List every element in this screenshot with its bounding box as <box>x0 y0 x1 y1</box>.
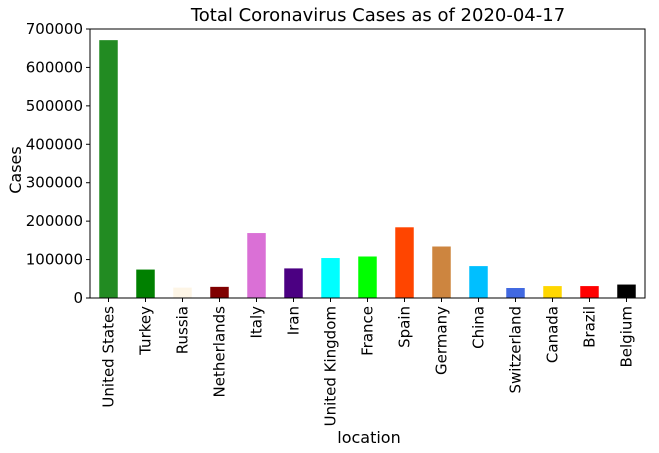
bar-united-states <box>99 40 118 298</box>
x-tick-label: Switzerland <box>507 306 525 394</box>
bar-turkey <box>136 269 155 298</box>
bar-italy <box>247 233 266 298</box>
y-tick-label: 500000 <box>26 97 83 115</box>
x-tick-label: France <box>359 306 377 356</box>
x-tick-label: Turkey <box>137 306 155 356</box>
bars-group <box>99 40 636 298</box>
bar-russia <box>173 287 192 298</box>
y-axis-ticks: 0 100000 200000 300000 400000 500000 600000 700… <box>26 20 90 307</box>
x-tick-label: Italy <box>248 306 266 339</box>
x-tick-label: Canada <box>544 306 562 363</box>
bar-brazil <box>580 286 599 298</box>
bar-united-kingdom <box>321 258 340 298</box>
x-tick-label: Spain <box>396 306 414 348</box>
y-tick-label: 600000 <box>26 58 83 76</box>
x-tick-label: China <box>470 306 488 349</box>
x-tick-label: Netherlands <box>211 306 229 398</box>
x-axis-label: location <box>337 428 400 447</box>
x-tick-label: Germany <box>433 306 451 375</box>
bar-canada <box>543 286 562 298</box>
x-tick-label: United Kingdom <box>322 306 340 426</box>
x-tick-label: United States <box>100 306 118 408</box>
y-tick-label: 400000 <box>26 135 83 153</box>
bar-belgium <box>617 284 636 298</box>
bar-switzerland <box>506 288 525 298</box>
bar-spain <box>395 227 414 298</box>
plot-frame <box>89 28 646 299</box>
x-tick-label: Russia <box>174 306 192 354</box>
y-tick-label: 300000 <box>26 174 83 192</box>
y-axis-label: Cases <box>6 146 25 194</box>
bar-germany <box>432 246 451 298</box>
y-tick-label: 0 <box>73 289 83 307</box>
bar-iran <box>284 268 303 298</box>
bar-france <box>358 256 377 298</box>
x-tick-label: Belgium <box>618 306 636 368</box>
y-tick-label: 200000 <box>26 212 83 230</box>
chart-title: Total Coronavirus Cases as of 2020-04-17 <box>190 5 565 26</box>
y-tick-label: 700000 <box>26 20 83 38</box>
bar-netherlands <box>210 286 229 298</box>
x-tick-label: Brazil <box>581 306 599 348</box>
y-tick-label: 100000 <box>26 251 83 269</box>
x-tick-label: Iran <box>285 306 303 335</box>
bar-china <box>469 266 488 298</box>
x-axis-ticks: United States Turkey Russia Netherlands Ital… <box>100 298 636 426</box>
